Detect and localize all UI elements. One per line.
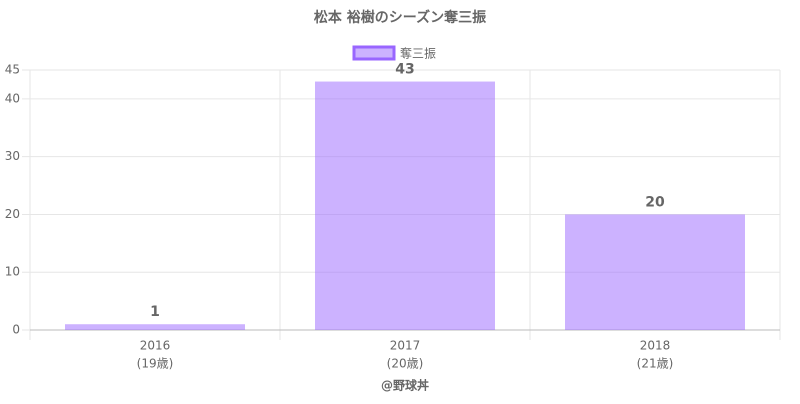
legend-label: 奪三振 bbox=[400, 46, 436, 61]
legend-swatch bbox=[352, 45, 396, 61]
x-tick-label: (19歳) bbox=[137, 357, 174, 371]
y-tick-label: 40 bbox=[5, 91, 20, 105]
value-label: 1 bbox=[150, 304, 160, 320]
x-tick-label: 2017 bbox=[390, 339, 421, 353]
x-tick-label: (20歳) bbox=[387, 357, 424, 371]
x-tick-label: (21歳) bbox=[637, 357, 674, 371]
y-tick-label: 45 bbox=[5, 63, 20, 77]
x-tick-label: 2016 bbox=[140, 339, 171, 353]
chart-title: 松本 裕樹のシーズン奪三振 bbox=[314, 9, 486, 26]
bar bbox=[65, 324, 245, 330]
x-tick-label: 2018 bbox=[640, 339, 671, 353]
y-tick-label: 0 bbox=[12, 323, 20, 337]
y-tick-label: 10 bbox=[5, 265, 20, 279]
bar bbox=[565, 214, 745, 330]
y-tick-label: 20 bbox=[5, 207, 20, 221]
value-label: 20 bbox=[645, 194, 665, 210]
value-label: 43 bbox=[395, 62, 414, 78]
credit: @野球丼 bbox=[381, 378, 429, 393]
bar bbox=[315, 81, 495, 330]
y-tick-label: 30 bbox=[5, 149, 20, 163]
